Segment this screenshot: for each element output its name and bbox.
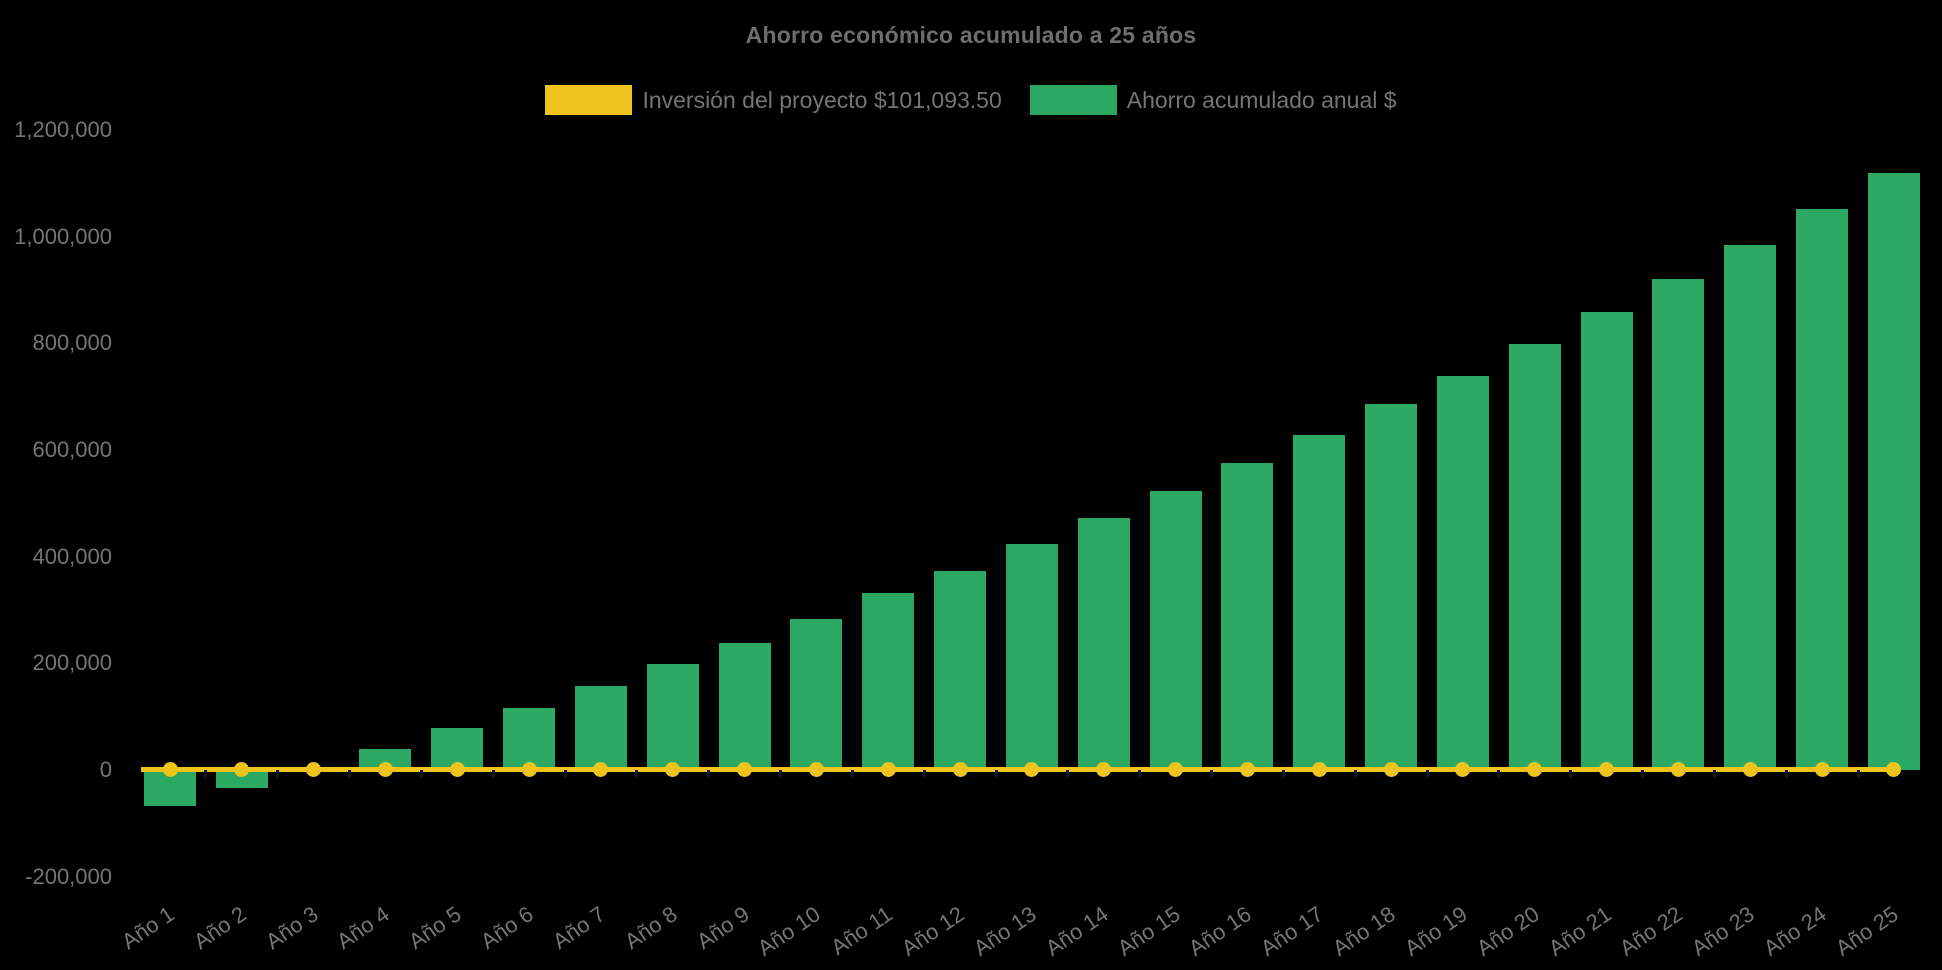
investment-line-marker — [1024, 761, 1040, 777]
x-axis-tick — [1425, 770, 1429, 778]
savings-bar — [1436, 375, 1489, 770]
x-axis-tick — [1497, 770, 1501, 778]
investment-line-marker — [1599, 761, 1615, 777]
y-axis-label: 1,200,000 — [14, 116, 112, 142]
y-axis-label: 200,000 — [32, 650, 112, 676]
savings-legend-label: Ahorro acumulado anual $ — [1126, 86, 1397, 113]
investment-line-marker — [1383, 761, 1399, 777]
investment-line-marker — [449, 761, 465, 777]
investment-line-marker — [1742, 761, 1758, 777]
savings-bar — [1005, 543, 1058, 770]
savings-bar — [1293, 435, 1346, 770]
investment-line-marker — [1239, 761, 1255, 777]
x-axis-tick — [1353, 770, 1357, 778]
savings-bar — [503, 707, 556, 770]
chart-legend: Inversión del proyecto $101,093.50 Ahorr… — [0, 85, 1942, 115]
x-axis-tick — [1281, 770, 1285, 778]
savings-bar — [862, 593, 915, 770]
investment-line-marker — [1814, 761, 1830, 777]
x-axis-tick — [563, 770, 567, 778]
investment-line-marker — [880, 761, 896, 777]
y-axis-label: -200,000 — [25, 863, 112, 889]
x-axis-tick — [204, 770, 208, 778]
x-axis-tick — [779, 770, 783, 778]
savings-bar — [934, 570, 987, 770]
x-axis-tick — [419, 770, 423, 778]
x-axis-tick — [491, 770, 495, 778]
y-axis-label: 800,000 — [32, 330, 112, 356]
x-axis-tick — [276, 770, 280, 778]
savings-bar — [1724, 244, 1777, 770]
savings-bar — [1365, 404, 1418, 770]
investment-line-marker — [377, 761, 393, 777]
investment-line-marker — [1168, 761, 1184, 777]
investment-line-marker — [593, 761, 609, 777]
y-axis-label: 400,000 — [32, 543, 112, 569]
x-axis-tick — [1641, 770, 1644, 778]
x-axis-tick — [707, 770, 711, 778]
investment-line-marker — [306, 761, 322, 777]
investment-line — [141, 766, 1897, 772]
x-axis-tick — [1712, 770, 1716, 778]
y-axis-label: 600,000 — [32, 436, 112, 462]
x-axis-tick — [1210, 770, 1214, 778]
savings-bar — [1652, 278, 1705, 770]
savings-bar — [1580, 311, 1633, 770]
investment-line-marker — [234, 761, 250, 777]
savings-bar — [215, 770, 268, 788]
y-axis-label: 0 — [99, 757, 112, 782]
investment-line-marker — [1311, 761, 1327, 777]
chart-title: Ahorro económico acumulado a 25 años — [745, 22, 1197, 48]
y-axis-label: 1,000,000 — [14, 223, 112, 249]
legend-item-investment[interactable]: Inversión del proyecto $101,093.50 — [545, 85, 1002, 115]
x-axis-tick — [1138, 770, 1142, 778]
savings-bar — [359, 749, 412, 770]
savings-bar — [1221, 463, 1274, 770]
x-axis-tick — [1569, 770, 1573, 778]
savings-bar — [718, 642, 771, 770]
savings-bar — [790, 618, 843, 770]
investment-line-marker — [521, 761, 537, 777]
investment-line-marker — [1455, 761, 1471, 777]
x-axis-tick — [348, 770, 352, 778]
investment-line-marker — [665, 761, 681, 777]
x-axis-tick — [994, 770, 998, 778]
investment-line-marker — [1096, 761, 1112, 777]
investment-line-marker — [1886, 761, 1902, 777]
investment-legend-swatch — [545, 85, 633, 115]
x-axis-tick — [922, 770, 926, 778]
savings-bar — [1796, 208, 1849, 770]
savings-bar — [646, 664, 699, 770]
savings-bar — [574, 686, 627, 770]
savings-bar — [1077, 517, 1130, 770]
x-axis-tick — [1856, 770, 1860, 778]
legend-item-savings[interactable]: Ahorro acumulado anual $ — [1029, 85, 1397, 115]
x-axis-tick — [850, 770, 854, 778]
savings-bar — [1149, 491, 1202, 770]
x-axis-tick — [1784, 770, 1788, 778]
investment-line-marker — [1670, 761, 1686, 777]
investment-line-marker — [1527, 761, 1543, 777]
savings-bar — [1867, 173, 1920, 770]
investment-line-marker — [808, 761, 824, 777]
x-axis-tick — [1066, 770, 1070, 778]
savings-legend-swatch — [1029, 85, 1117, 115]
savings-bar — [1508, 344, 1561, 770]
investment-legend-label: Inversión del proyecto $101,093.50 — [642, 86, 1002, 113]
investment-line-marker — [162, 761, 178, 777]
investment-line-marker — [952, 761, 968, 777]
x-axis-tick — [635, 770, 639, 778]
investment-line-marker — [737, 761, 753, 777]
